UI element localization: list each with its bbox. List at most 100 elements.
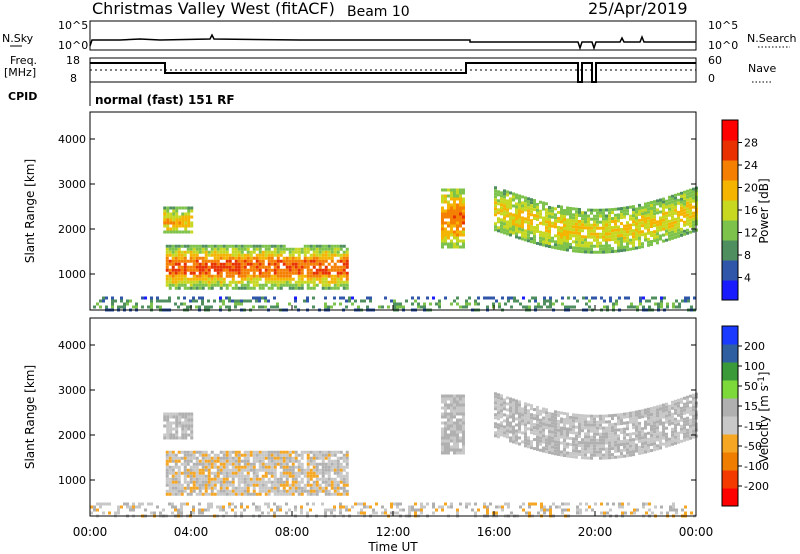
heatmap-cell [566, 248, 569, 252]
heatmap-cell [446, 206, 450, 210]
heatmap-cell [339, 244, 343, 248]
heatmap-cell [617, 213, 620, 217]
heatmap-cell [150, 511, 153, 515]
heatmap-cell [680, 439, 683, 443]
heatmap-cell [234, 286, 238, 290]
heatmap-cell [440, 427, 444, 431]
heatmap-cell [557, 216, 560, 220]
heatmap-cell [342, 256, 346, 260]
heatmap-cell [585, 302, 588, 306]
heatmap-cell [605, 220, 608, 224]
heatmap-cell [449, 421, 453, 425]
heatmap-cell [264, 502, 267, 506]
heatmap-cell [216, 492, 220, 496]
heatmap-cell [255, 283, 259, 287]
x-tick-label: 04:00 [174, 525, 209, 539]
heatmap-cell [169, 424, 173, 428]
heatmap-cell [210, 505, 213, 509]
heatmap-cell [572, 413, 575, 417]
heatmap-cell [201, 477, 205, 481]
heatmap-cell [117, 508, 120, 512]
x-tick-label: 20:00 [578, 525, 613, 539]
heatmap-cell [654, 296, 657, 300]
heatmap-cell [443, 430, 447, 434]
heatmap-cell [578, 249, 581, 253]
heatmap-cell [527, 415, 530, 419]
heatmap-cell [440, 218, 444, 222]
heatmap-cell [569, 242, 572, 246]
heatmap-cell [581, 223, 584, 227]
heatmap-cell [210, 462, 214, 466]
heatmap-cell [665, 408, 668, 412]
heatmap-cell [459, 502, 462, 506]
heatmap-cell [557, 234, 560, 238]
heatmap-cell [518, 221, 521, 225]
heatmap-cell [647, 416, 650, 420]
heatmap-cell [180, 511, 183, 515]
heatmap-cell [599, 435, 602, 439]
heatmap-cell [524, 220, 527, 224]
heatmap-cell [486, 296, 489, 300]
heatmap-cell [689, 188, 692, 192]
heatmap-cell [318, 259, 322, 263]
heatmap-cell [264, 453, 268, 457]
heatmap-cell [171, 486, 175, 490]
heatmap-cell [617, 422, 620, 426]
heatmap-cell [219, 492, 223, 496]
heatmap-cell [512, 195, 515, 199]
heatmap-cell [452, 194, 456, 198]
heatmap-cell [288, 265, 292, 269]
heatmap-cell [602, 235, 605, 239]
heatmap-cell [190, 412, 194, 416]
heatmap-cell [692, 187, 695, 191]
heatmap-cell [593, 217, 596, 221]
heatmap-cell [273, 477, 277, 481]
heatmap-cell [677, 219, 680, 223]
heatmap-cell [285, 492, 289, 496]
heatmap-cell [623, 206, 626, 210]
heatmap-cell [650, 243, 653, 247]
heatmap-cell [201, 277, 205, 281]
heatmap-cell [671, 403, 674, 407]
heatmap-cell [405, 299, 408, 303]
heatmap-cell [593, 232, 596, 236]
heatmap-cell [572, 240, 575, 244]
heatmap-cell [497, 393, 500, 397]
heatmap-cell [186, 474, 190, 478]
heatmap-cell [156, 299, 159, 303]
heatmap-cell [321, 462, 325, 466]
heatmap-cell [449, 245, 453, 249]
heatmap-cell [345, 483, 349, 487]
heatmap-cell [680, 218, 683, 222]
y-tick-label: 4000 [58, 339, 86, 352]
heatmap-cell [623, 239, 626, 243]
heatmap-cell [569, 221, 572, 225]
heatmap-cell [557, 219, 560, 223]
heatmap-cell [533, 235, 536, 239]
heatmap-cell [243, 253, 247, 257]
heatmap-cell [533, 432, 536, 436]
heatmap-cell [569, 245, 572, 249]
heatmap-cell [519, 505, 522, 509]
heatmap-cell [458, 409, 462, 413]
heatmap-cell [563, 212, 566, 216]
heatmap-cell [279, 250, 283, 254]
heatmap-cell [686, 231, 689, 235]
heatmap-cell [282, 456, 286, 460]
heatmap-cell [600, 511, 603, 515]
heatmap-cell [246, 277, 250, 281]
heatmap-cell [243, 244, 247, 248]
heatmap-cell [605, 429, 608, 433]
heatmap-cell [503, 207, 506, 211]
heatmap-cell [512, 419, 515, 423]
heatmap-cell [288, 453, 292, 457]
heatmap-cell [177, 465, 181, 469]
heatmap-cell [216, 271, 220, 275]
heatmap-cell [225, 453, 229, 457]
heatmap-cell [270, 471, 274, 475]
heatmap-cell [195, 462, 199, 466]
heatmap-cell [620, 440, 623, 444]
heatmap-cell [240, 502, 243, 506]
heatmap-cell [572, 455, 575, 459]
heatmap-cell [306, 296, 309, 300]
